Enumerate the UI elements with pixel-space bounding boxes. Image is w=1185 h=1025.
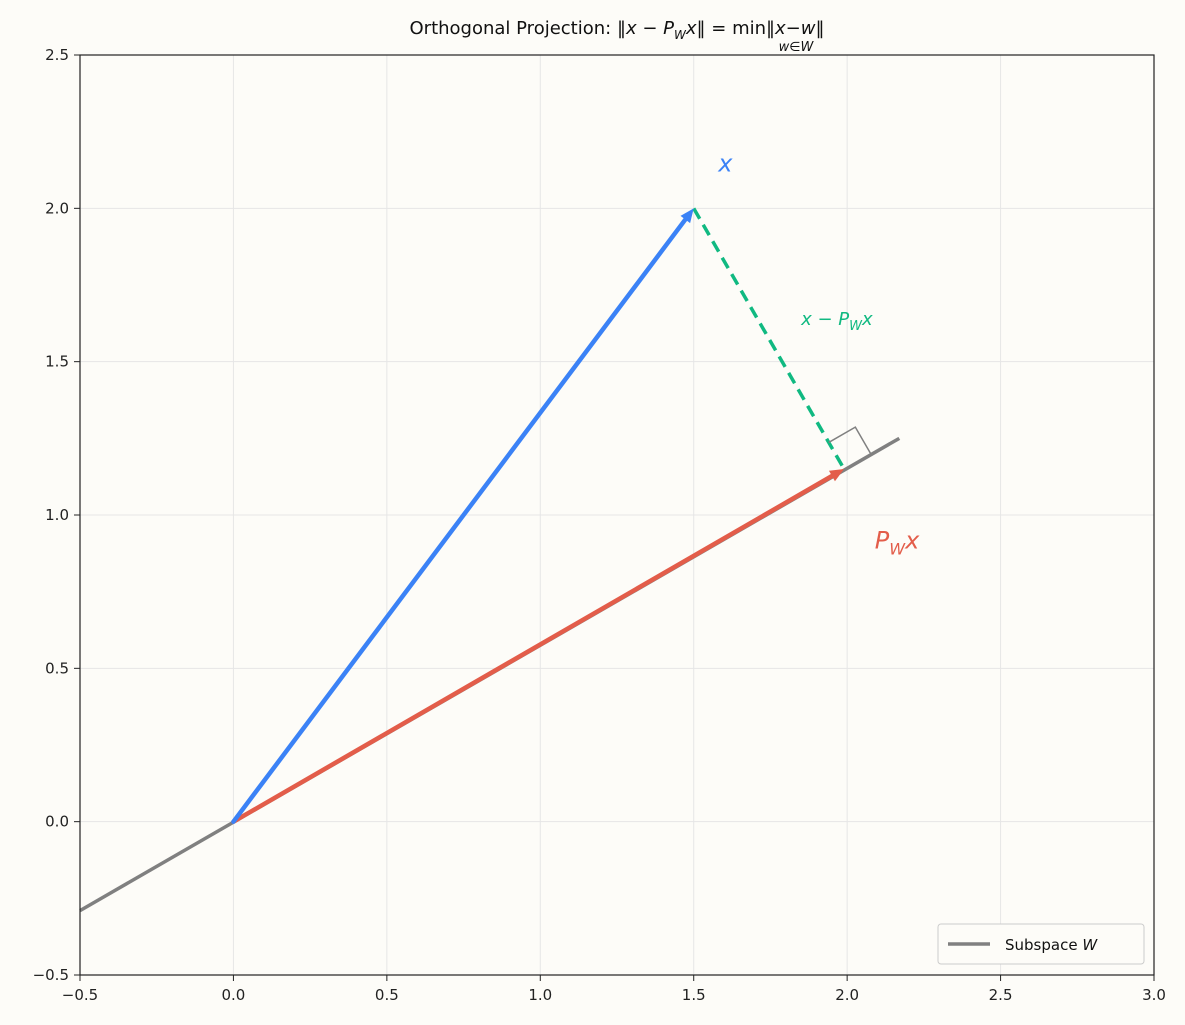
x-tick-label: 2.0 <box>835 986 859 1004</box>
axis-ticks: −0.5 0.0 0.5 1.0 1.5 2.0 2.5 3.0 −0.5 0.0 0.5 1.0 1.… <box>33 46 1166 1004</box>
right-angle-marker <box>828 426 872 455</box>
legend-box <box>937 923 1145 965</box>
projection-arrow-shaft <box>231 472 836 824</box>
projection-label: PWx <box>875 527 920 559</box>
residual-line <box>692 207 846 470</box>
x-tick-label: 0.5 <box>375 986 399 1004</box>
x-tick-label: 2.5 <box>989 986 1013 1004</box>
x-tick-label: 1.5 <box>682 986 706 1004</box>
title-min-subscript: w∈W <box>779 40 815 55</box>
x-tick-label: 1.0 <box>528 986 552 1004</box>
y-tick-label: 1.0 <box>45 506 69 524</box>
vector-x-label: x <box>717 150 733 178</box>
y-tick-label: 2.0 <box>45 199 69 217</box>
vector-x-arrow-head <box>680 208 694 224</box>
y-tick-label: 0.0 <box>45 813 69 831</box>
y-tick-label: 0.5 <box>45 659 69 677</box>
grid-lines <box>80 55 1154 975</box>
legend-label-subspace: Subspace W <box>1005 936 1098 954</box>
chart-marks <box>79 207 901 913</box>
x-tick-label: 3.0 <box>1142 986 1166 1004</box>
y-tick-label: 1.5 <box>45 353 69 371</box>
legend: Subspace W <box>937 923 1145 965</box>
y-tick-label: 2.5 <box>45 46 69 64</box>
projection-arrow-head <box>828 469 845 482</box>
x-tick-label: −0.5 <box>62 986 98 1004</box>
vector-x-arrow-shaft <box>231 215 689 824</box>
chart-title: Orthogonal Projection: ‖x − PWx‖ = min‖x… <box>410 18 825 42</box>
residual-label: x − PWx <box>800 309 873 334</box>
y-tick-label: −0.5 <box>33 966 69 984</box>
x-tick-label: 0.0 <box>221 986 245 1004</box>
